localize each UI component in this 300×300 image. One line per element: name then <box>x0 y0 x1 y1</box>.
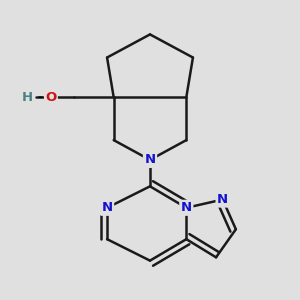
Text: -: - <box>38 91 43 104</box>
Text: H: H <box>22 91 33 104</box>
Text: N: N <box>101 201 112 214</box>
Text: N: N <box>181 201 192 214</box>
Text: O: O <box>45 91 57 104</box>
Text: N: N <box>144 153 156 167</box>
Text: N: N <box>217 193 228 206</box>
